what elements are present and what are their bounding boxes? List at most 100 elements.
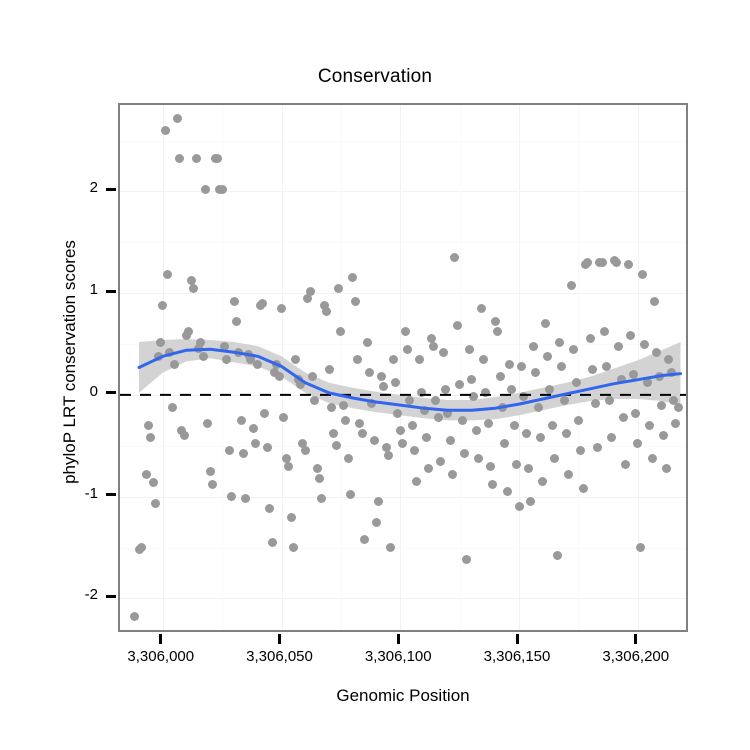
scatter-point [611, 258, 621, 268]
x-tick-label: 3,306,200 [602, 648, 670, 665]
scatter-point [455, 380, 465, 390]
scatter-point [236, 415, 246, 425]
y-tick-mark [106, 594, 116, 598]
scatter-point [224, 446, 234, 456]
scatter-point [616, 375, 626, 385]
scatter-point [376, 372, 386, 382]
scatter-point [293, 375, 303, 385]
scatter-point [279, 412, 289, 422]
scatter-point [350, 296, 360, 306]
scatter-point [495, 372, 505, 382]
scatter-point [516, 361, 526, 371]
scatter-point [357, 429, 367, 439]
scatter-point [262, 443, 272, 453]
scatter-point [566, 280, 576, 290]
scatter-point [305, 286, 315, 296]
scatter-point [163, 270, 172, 280]
scatter-point [592, 443, 602, 453]
scatter-point [481, 388, 491, 398]
scatter-point [374, 497, 384, 507]
scatter-point [170, 359, 180, 369]
scatter-point [573, 415, 583, 425]
scatter-point [193, 343, 203, 353]
confidence-band-layer [139, 339, 681, 421]
scatter-point [597, 258, 607, 268]
scatter-point [552, 551, 562, 561]
scatter-point [167, 402, 177, 412]
scatter-point [155, 337, 165, 347]
scatter-point [571, 378, 581, 388]
scatter-point [642, 378, 652, 388]
scatter-point [443, 408, 453, 418]
scatter-point [471, 426, 481, 436]
scatter-point [554, 337, 564, 347]
scatter-point [538, 476, 548, 486]
scatter-point [414, 354, 424, 364]
scatter-point [645, 420, 655, 430]
scatter-point [543, 351, 552, 361]
scatter-point [559, 395, 569, 405]
scatter-point [400, 327, 410, 337]
scatter-point [393, 408, 403, 418]
y-tick-mark [106, 187, 116, 191]
scatter-point [274, 372, 284, 382]
scatter-point [212, 154, 222, 164]
scatter-point [338, 400, 348, 410]
scatter-point [360, 534, 370, 544]
scatter-point [545, 385, 555, 395]
scatter-point [514, 502, 524, 512]
y-axis-label: phyloP LRT conservation scores [60, 240, 79, 484]
scatter-point [286, 512, 296, 522]
scatter-point [331, 441, 341, 451]
scatter-point [562, 429, 571, 439]
scatter-point [260, 408, 270, 418]
x-tick-mark [515, 634, 519, 644]
scatter-point [619, 412, 628, 422]
scatter-point [148, 477, 158, 487]
scatter-point [521, 429, 531, 439]
scatter-point [576, 446, 586, 456]
gridline-major-horizontal [120, 293, 686, 295]
scatter-point [177, 426, 187, 436]
scatter-point [493, 327, 503, 337]
scatter-point [322, 307, 332, 316]
scatter-point [585, 334, 595, 344]
scatter-point [174, 154, 184, 164]
scatter-point [395, 426, 405, 436]
scatter-point [186, 276, 196, 286]
scatter-point [407, 420, 417, 430]
scatter-point [317, 494, 327, 504]
scatter-point [315, 473, 324, 483]
scatter-point [355, 418, 365, 428]
scatter-point [348, 273, 358, 283]
scatter-point [217, 184, 227, 194]
scatter-point [269, 368, 279, 378]
scatter-point [431, 395, 441, 405]
y-tick-label: 2 [89, 179, 98, 197]
scatter-point [628, 370, 638, 380]
scatter-point [464, 344, 474, 354]
scatter-point [502, 487, 512, 497]
scatter-point [383, 451, 393, 461]
scatter-point [277, 303, 286, 313]
scatter-point [429, 341, 438, 351]
scatter-point [505, 359, 514, 369]
gridline-minor-vertical [459, 105, 461, 630]
scatter-point [433, 412, 443, 422]
scatter-point [129, 612, 139, 622]
scatter-point [205, 466, 215, 476]
scatter-point [258, 298, 267, 308]
scatter-point [296, 380, 305, 390]
x-tick-mark [634, 634, 638, 644]
scatter-point [417, 388, 427, 398]
scatter-point [298, 439, 308, 449]
scatter-point [402, 344, 412, 354]
scatter-point [203, 418, 213, 428]
scatter-point [647, 453, 657, 463]
gridline-minor-vertical [340, 105, 342, 630]
scatter-point [343, 453, 353, 463]
scatter-point [564, 469, 574, 479]
scatter-point [267, 537, 277, 547]
scatter-point [474, 453, 484, 463]
